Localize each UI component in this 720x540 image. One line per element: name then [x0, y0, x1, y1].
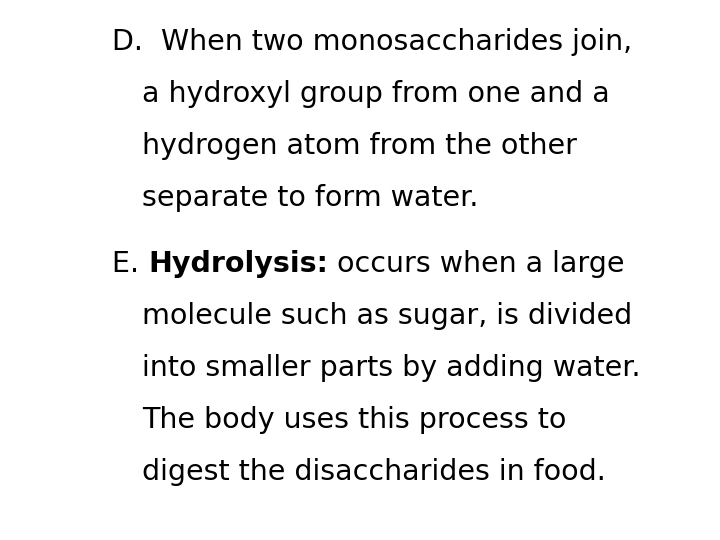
Text: Hydrolysis:: Hydrolysis: [148, 250, 328, 278]
Text: E.: E. [112, 250, 148, 278]
Text: D.  When two monosaccharides join,: D. When two monosaccharides join, [112, 28, 632, 56]
Text: separate to form water.: separate to form water. [142, 184, 479, 212]
Text: hydrogen atom from the other: hydrogen atom from the other [142, 132, 577, 160]
Text: occurs when a large: occurs when a large [328, 250, 624, 278]
Text: molecule such as sugar, is divided: molecule such as sugar, is divided [142, 302, 632, 330]
Text: into smaller parts by adding water.: into smaller parts by adding water. [142, 354, 641, 382]
Text: a hydroxyl group from one and a: a hydroxyl group from one and a [142, 80, 610, 108]
Text: digest the disaccharides in food.: digest the disaccharides in food. [142, 458, 606, 486]
Text: The body uses this process to: The body uses this process to [142, 406, 567, 434]
